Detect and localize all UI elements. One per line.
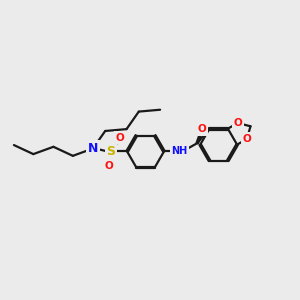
Text: O: O [104, 161, 113, 171]
Text: N: N [88, 142, 98, 155]
Text: S: S [106, 145, 115, 158]
Text: O: O [233, 118, 242, 128]
Text: O: O [197, 124, 206, 134]
Text: NH: NH [171, 146, 188, 157]
Text: O: O [115, 133, 124, 142]
Text: O: O [242, 134, 251, 144]
